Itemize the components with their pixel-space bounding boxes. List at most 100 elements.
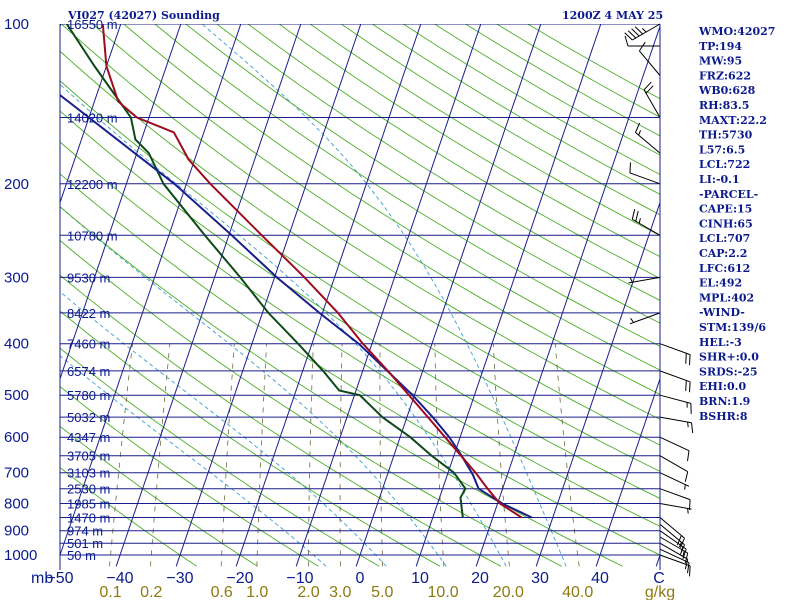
dry-adiabat-line <box>60 206 623 567</box>
station-title: VI027 (42027) Sounding <box>67 9 220 22</box>
wind-barb-half <box>682 550 685 557</box>
dry-adiabat-line <box>154 24 660 347</box>
temperature-tick-label: 40 <box>591 570 609 587</box>
wind-barb <box>624 23 661 41</box>
wind-barb-half <box>641 28 647 33</box>
mixing-ratio-label: 0.2 <box>140 584 162 600</box>
wind-barb-staff <box>635 132 661 154</box>
wind-barb-staff <box>659 394 692 404</box>
index-line: LCL:722 <box>699 158 750 171</box>
wind-barb-full <box>684 471 689 482</box>
wind-barb-full <box>645 85 654 94</box>
temperature-tick-label: 10 <box>411 570 429 587</box>
height-tick-label: 8422 m <box>67 306 110 321</box>
wind-barb-full <box>679 537 685 548</box>
dry-adiabat-line <box>60 80 660 472</box>
isotherm-line <box>415 24 602 567</box>
parcel-trace <box>60 93 533 519</box>
wind-barb <box>659 436 690 462</box>
wind-barb-staff <box>659 503 692 510</box>
pressure-axis-unit: mb <box>31 570 53 587</box>
index-line: MW:95 <box>699 55 742 68</box>
wind-barb <box>628 276 661 284</box>
height-tick-label: 10780 m <box>67 228 118 243</box>
isotherm-line <box>60 24 122 205</box>
pressure-tick-label: 600 <box>4 429 29 446</box>
wind-barb-half <box>684 484 686 490</box>
mixing-ratio-line <box>220 343 235 567</box>
wind-barb-full <box>689 499 691 511</box>
valid-time: 1200Z 4 MAY 25 <box>562 9 663 22</box>
index-line: -PARCEL- <box>699 188 758 201</box>
wind-barb-half <box>678 542 682 548</box>
wind-barb-staff <box>659 517 685 539</box>
dry-adiabat-line <box>60 425 258 567</box>
wind-barb <box>659 523 685 555</box>
height-tick-label: 7460 m <box>67 337 110 352</box>
mixing-ratio-label: 1.0 <box>246 584 268 600</box>
temperature-trace <box>101 24 523 519</box>
temperature-tick-label: −10 <box>286 570 313 587</box>
grid-lines <box>60 24 660 567</box>
index-line: LFC:612 <box>699 262 750 275</box>
wind-barb-full <box>638 41 646 52</box>
dry-adiabat-line <box>60 50 660 446</box>
height-tick-label: 12200 m <box>67 177 118 192</box>
height-tick-label: 2530 m <box>67 482 110 497</box>
wind-barb-full <box>689 354 691 366</box>
height-tick-label: 3705 m <box>67 449 110 464</box>
wind-barb <box>659 488 691 511</box>
wind-barb-full <box>684 559 689 570</box>
isotherm-line <box>475 24 660 567</box>
wind-barb <box>659 542 689 570</box>
temperature-tick-label: −20 <box>226 570 253 587</box>
mixing-ratio-line <box>339 343 343 567</box>
height-tick-label: 974 m <box>67 524 103 539</box>
dry-adiabat-line <box>60 310 441 567</box>
index-line: -WIND- <box>699 306 745 319</box>
axes <box>59 24 661 570</box>
index-line: WMO:42027 <box>698 25 775 38</box>
index-line: TH:5730 <box>699 129 753 142</box>
wind-barb-staff <box>659 436 690 452</box>
isotherm-line <box>60 24 242 557</box>
height-tick-label: 1985 m <box>67 497 110 512</box>
height-tick-label: 16550 m <box>67 17 118 32</box>
wind-barb-staff <box>659 523 685 546</box>
height-tick-label: 6574 m <box>67 364 110 379</box>
moist-adiabat-line <box>60 355 327 567</box>
wind-barb <box>624 35 660 47</box>
height-tick-label: 5780 m <box>67 388 110 403</box>
isotherm-line <box>60 24 182 381</box>
index-line: RH:83.5 <box>699 99 749 112</box>
wind-barb-staff <box>659 488 691 501</box>
mixing-ratio-unit: g/kg <box>645 584 675 600</box>
moist-adiabat-line <box>60 206 447 567</box>
wind-barb-full <box>685 353 687 364</box>
wind-barb-full <box>679 544 685 555</box>
mixing-ratio-line <box>109 343 133 567</box>
mixing-ratio-line <box>308 343 314 567</box>
mixing-ratio-line <box>434 343 445 567</box>
dry-adiabat-line <box>247 24 660 279</box>
wind-barb-half <box>638 130 642 136</box>
wind-barb-full <box>682 548 687 560</box>
mixing-ratio-label: 5.0 <box>371 584 393 600</box>
index-line: LCL:707 <box>699 232 750 245</box>
height-tick-label: 4347 m <box>67 430 110 445</box>
wind-barb <box>659 394 692 414</box>
wind-barb-full <box>635 122 641 133</box>
temperature-tick-label: 30 <box>531 570 549 587</box>
wind-barb-staff <box>659 554 691 567</box>
dewpoint-trace <box>65 24 467 518</box>
height-tick-label: 9530 m <box>67 270 110 285</box>
wind-barb-full <box>624 32 633 41</box>
pressure-tick-label: 100 <box>4 16 29 33</box>
mixing-ratio-label: 3.0 <box>329 584 351 600</box>
index-line: HEL:-3 <box>699 336 742 349</box>
index-line: LI:-0.1 <box>699 173 740 186</box>
mixing-ratio-label: 40.0 <box>562 584 593 600</box>
index-line: MPL:402 <box>699 291 754 304</box>
wind-barb-full <box>689 565 691 577</box>
